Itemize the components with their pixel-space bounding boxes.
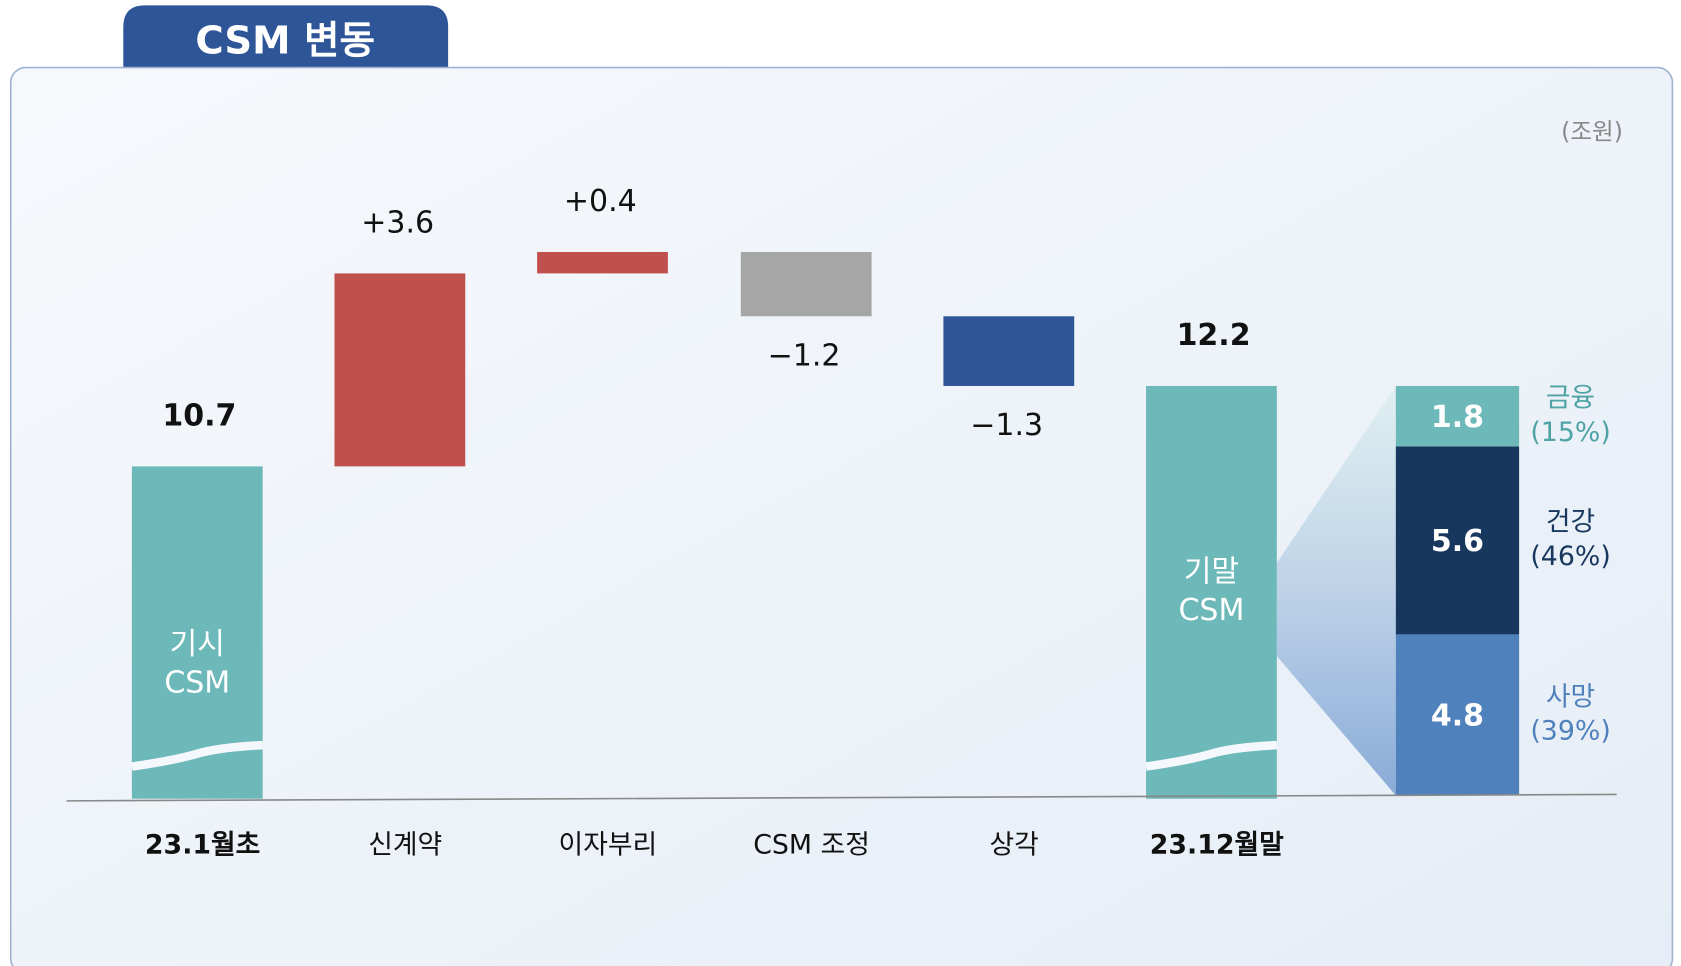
bar [943,316,1075,386]
breakdown-segment [1395,385,1520,447]
bar [334,273,466,467]
value-label: 12.2 [1177,318,1251,353]
chart-title: CSM 변동 [195,18,375,63]
breakdown-percent: (15%) [1530,417,1610,448]
breakdown-name: 사망 [1546,681,1595,712]
x-tick-label: 상각 [990,829,1039,860]
inner-label: CSM [1178,593,1244,628]
breakdown-value: 1.8 [1431,400,1484,435]
inner-label: CSM [164,666,230,701]
breakdown-percent: (39%) [1530,716,1610,747]
breakdown-value: 4.8 [1431,699,1484,734]
value-label: 10.7 [162,399,236,434]
value-label: +3.6 [361,206,434,241]
breakdown-name: 금융 [1546,383,1595,414]
breakdown-segment [1395,634,1520,796]
plot: 10.7 기시 CSM 23.1월초 +3.6 신계약 +0.4 이자부리 −1.2 CSM 조정… [131,184,1611,860]
bar [1146,385,1277,799]
baseline [66,793,1617,802]
x-tick-label: 이자부리 [559,829,658,860]
x-tick-label: 23.1월초 [145,829,260,860]
breakdown-segment [1395,446,1520,635]
bar [537,251,668,274]
breakdown-name: 건강 [1546,507,1595,538]
title-tab [123,5,449,68]
value-label: +0.4 [564,184,637,219]
unit-label: (조원) [1561,117,1623,145]
value-label: −1.3 [970,408,1043,443]
inner-label: 기말 [1184,555,1239,590]
bar [740,251,872,317]
axis-break [1145,740,1278,771]
breakdown-percent: (46%) [1530,541,1610,572]
breakdown-value: 5.6 [1431,524,1484,559]
value-label: −1.2 [768,339,841,374]
x-tick-label: CSM 조정 [753,829,870,860]
axis-break [131,740,263,771]
inner-label: 기시 [170,627,225,662]
x-tick-label: 신계약 [368,829,442,860]
funnel [1276,385,1396,796]
x-tick-label: 23.12월말 [1150,829,1284,860]
